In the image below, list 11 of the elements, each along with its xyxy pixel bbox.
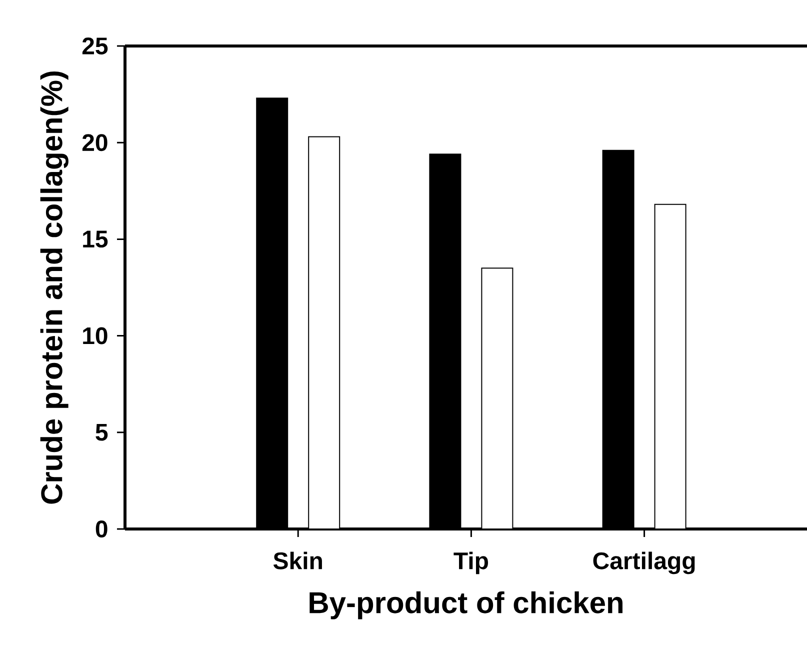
y-tick-label: 0 xyxy=(96,520,108,538)
y-tick-label: 25 xyxy=(82,37,108,54)
x-tick-label: Cartilagg xyxy=(593,552,695,574)
y-axis-title: Crude protein and collagen(%) xyxy=(40,71,68,504)
x-tick-label: Tip xyxy=(454,552,488,574)
y-tick-label: 20 xyxy=(82,134,108,152)
y-tick-label: 10 xyxy=(83,327,108,344)
y-tick-label: 15 xyxy=(83,230,108,248)
x-axis-title: By-product of chicken xyxy=(310,591,622,620)
x-tick-label: Skin xyxy=(273,552,322,570)
y-tick-label: 5 xyxy=(96,424,108,441)
